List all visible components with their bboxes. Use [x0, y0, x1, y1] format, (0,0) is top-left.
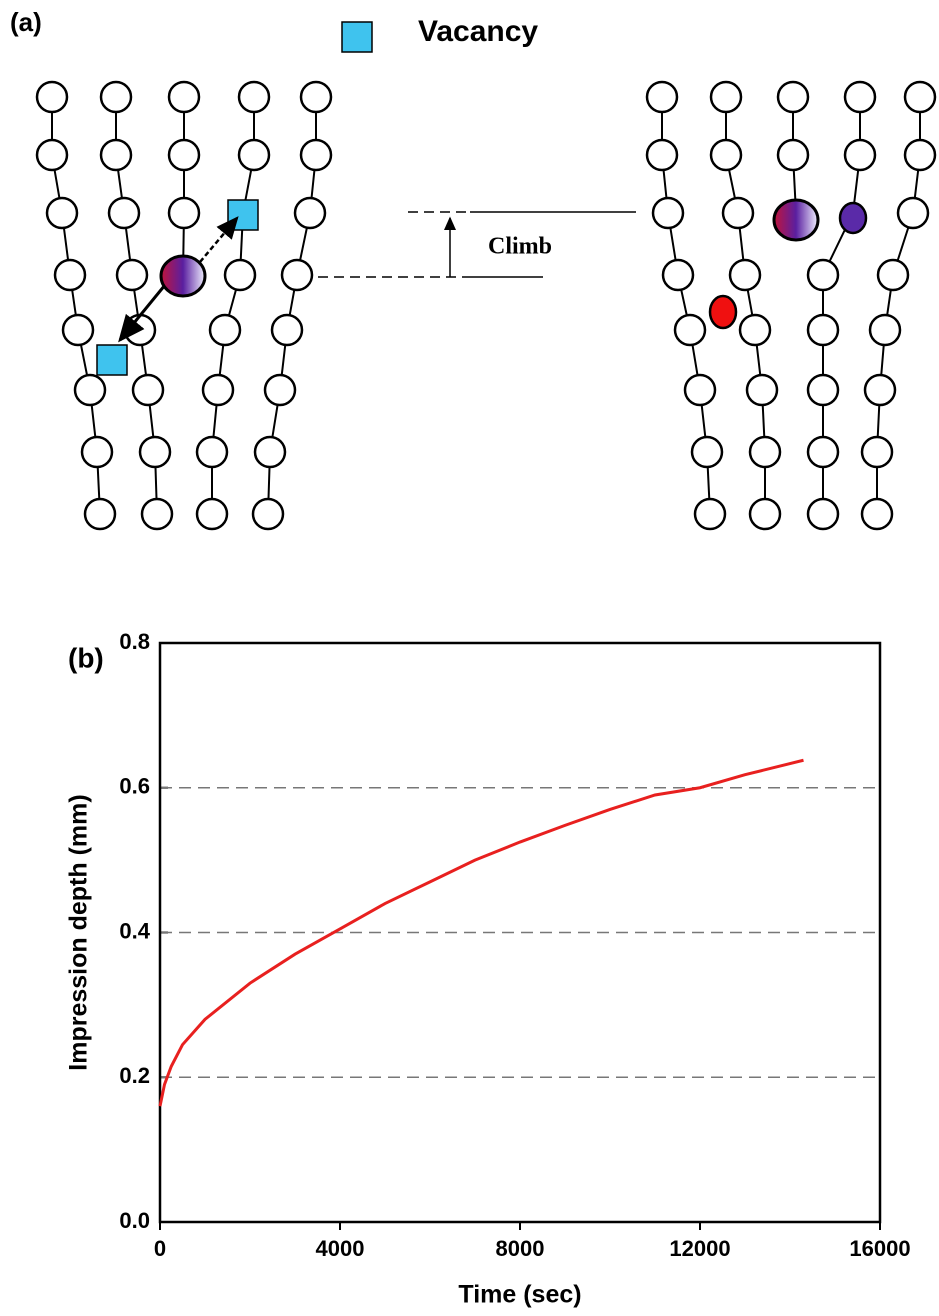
atom — [870, 315, 900, 345]
atom — [55, 260, 85, 290]
atom — [647, 82, 677, 112]
atom — [740, 315, 770, 345]
atom — [750, 499, 780, 529]
y-axis-title: Impression depth (mm) — [65, 794, 93, 1070]
atom — [808, 315, 838, 345]
atom — [905, 82, 935, 112]
small-atom — [840, 203, 866, 233]
atom — [169, 140, 199, 170]
atom — [862, 499, 892, 529]
figure: (a) Vacancy Climb (b) 0.0 0.2 0.4 0.6 0.8 0 400… — [0, 0, 939, 1316]
vacancy-legend-marker — [342, 22, 372, 52]
atom — [845, 140, 875, 170]
atom — [845, 82, 875, 112]
x-tick-label: 0 — [154, 1236, 166, 1261]
red-atom — [710, 296, 736, 328]
atom — [272, 315, 302, 345]
atom — [663, 260, 693, 290]
atom — [117, 260, 147, 290]
x-tick-label: 4000 — [316, 1236, 365, 1261]
bond — [183, 97, 184, 275]
atom — [109, 198, 139, 228]
y-tick-label: 0.0 — [119, 1208, 150, 1233]
atom — [711, 140, 741, 170]
atom — [239, 140, 269, 170]
atom — [282, 260, 312, 290]
atom — [47, 198, 77, 228]
atom — [862, 437, 892, 467]
lattice-diagram — [37, 82, 935, 529]
atom — [808, 499, 838, 529]
atom — [808, 437, 838, 467]
atom — [778, 140, 808, 170]
legend-label: Vacancy — [418, 15, 538, 48]
atom — [37, 82, 67, 112]
atom — [730, 260, 760, 290]
atom — [253, 499, 283, 529]
atom — [747, 375, 777, 405]
x-tick-label: 16000 — [849, 1236, 910, 1261]
atom — [778, 82, 808, 112]
y-tick-label: 0.8 — [119, 629, 150, 654]
atom — [203, 375, 233, 405]
atom — [63, 315, 93, 345]
atom — [865, 375, 895, 405]
atom — [239, 82, 269, 112]
jump-arrow — [200, 218, 237, 262]
atom — [225, 260, 255, 290]
atom — [197, 499, 227, 529]
atom — [653, 198, 683, 228]
solute-atom — [161, 256, 205, 296]
atom — [675, 315, 705, 345]
atom — [808, 375, 838, 405]
atom — [101, 82, 131, 112]
panel-label: (a) — [10, 7, 42, 37]
atom — [210, 315, 240, 345]
atom — [169, 82, 199, 112]
atom — [101, 140, 131, 170]
atom — [723, 198, 753, 228]
atom — [692, 437, 722, 467]
atom — [75, 375, 105, 405]
atom — [255, 437, 285, 467]
x-axis-title: Time (sec) — [458, 1281, 581, 1309]
atom — [808, 260, 838, 290]
atom — [140, 437, 170, 467]
atom — [685, 375, 715, 405]
annotation: Climb — [488, 234, 552, 260]
atom — [750, 437, 780, 467]
atom — [301, 82, 331, 112]
atom — [647, 140, 677, 170]
atom — [295, 198, 325, 228]
atom — [82, 437, 112, 467]
panel-label: (b) — [68, 642, 104, 673]
atom — [265, 375, 295, 405]
atom — [133, 375, 163, 405]
atom — [197, 437, 227, 467]
atom — [878, 260, 908, 290]
atom — [37, 140, 67, 170]
vacancy — [228, 200, 258, 230]
y-tick-label: 0.4 — [119, 918, 150, 943]
atom — [905, 140, 935, 170]
y-tick-label: 0.2 — [119, 1063, 150, 1088]
atom — [85, 499, 115, 529]
atom — [898, 198, 928, 228]
x-tick-label: 12000 — [669, 1236, 730, 1261]
atom — [301, 140, 331, 170]
solute-atom — [774, 200, 818, 240]
atom — [695, 499, 725, 529]
y-tick-label: 0.6 — [119, 774, 150, 799]
chart: (b) 0.0 0.2 0.4 0.6 0.8 0 4000 8000 12000 16000 Tim… — [65, 629, 911, 1309]
x-tick-label: 8000 — [496, 1236, 545, 1261]
vacancy — [97, 345, 127, 375]
atom — [169, 198, 199, 228]
atom — [711, 82, 741, 112]
atom — [142, 499, 172, 529]
